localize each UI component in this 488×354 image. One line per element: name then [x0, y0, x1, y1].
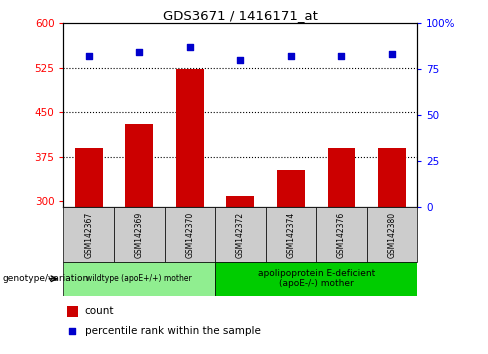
Title: GDS3671 / 1416171_at: GDS3671 / 1416171_at: [163, 9, 318, 22]
Point: [388, 51, 396, 57]
Text: GSM142376: GSM142376: [337, 211, 346, 258]
FancyBboxPatch shape: [366, 207, 417, 262]
FancyBboxPatch shape: [63, 207, 114, 262]
Point: [85, 53, 93, 59]
FancyBboxPatch shape: [215, 262, 417, 296]
FancyBboxPatch shape: [215, 207, 265, 262]
FancyBboxPatch shape: [63, 262, 215, 296]
Text: GSM142367: GSM142367: [84, 211, 93, 258]
Point: [186, 44, 194, 50]
Text: percentile rank within the sample: percentile rank within the sample: [85, 326, 261, 336]
Point: [135, 50, 143, 55]
Bar: [67, 306, 78, 317]
Text: wildtype (apoE+/+) mother: wildtype (apoE+/+) mother: [86, 274, 192, 283]
Bar: [277, 170, 305, 207]
Text: GSM142372: GSM142372: [236, 211, 245, 258]
FancyBboxPatch shape: [164, 207, 215, 262]
Text: GSM142380: GSM142380: [387, 211, 396, 258]
Text: genotype/variation: genotype/variation: [2, 274, 89, 283]
Bar: [125, 124, 153, 207]
FancyBboxPatch shape: [316, 207, 366, 262]
Text: count: count: [85, 307, 114, 316]
Text: GSM142370: GSM142370: [185, 211, 194, 258]
Bar: [327, 148, 355, 207]
Text: GSM142369: GSM142369: [135, 211, 144, 258]
Bar: [176, 69, 203, 207]
Bar: [226, 196, 254, 207]
FancyBboxPatch shape: [114, 207, 164, 262]
Bar: [378, 148, 406, 207]
Text: GSM142374: GSM142374: [286, 211, 295, 258]
Point: [237, 57, 244, 63]
FancyBboxPatch shape: [265, 207, 316, 262]
Text: apolipoprotein E-deficient
(apoE-/-) mother: apolipoprotein E-deficient (apoE-/-) mot…: [258, 269, 375, 289]
Point: [68, 329, 76, 334]
Point: [287, 53, 295, 59]
Bar: [75, 148, 102, 207]
Point: [338, 53, 346, 59]
